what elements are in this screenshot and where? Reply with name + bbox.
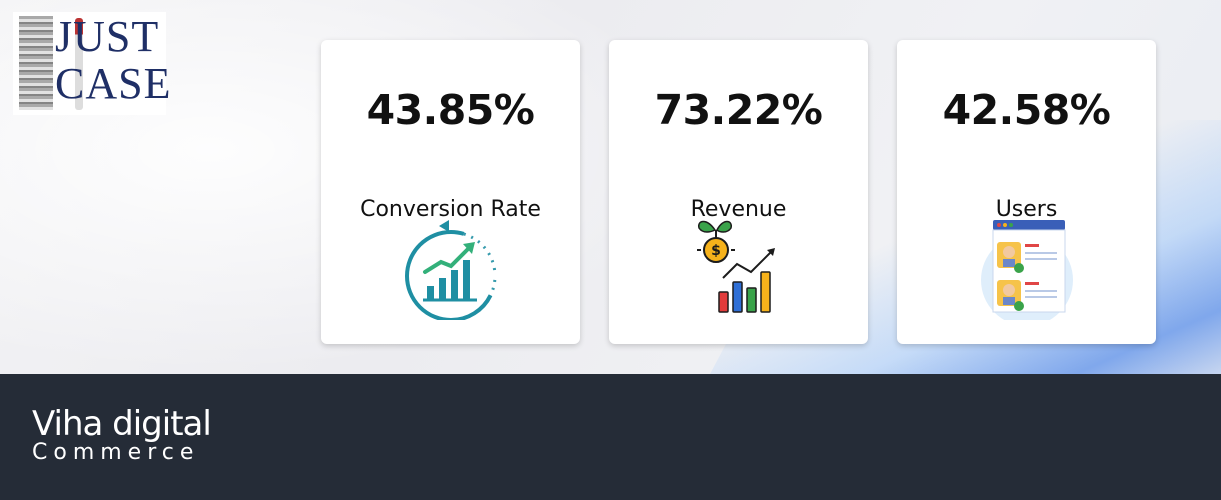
- viha-digital-commerce-logo: Viha digital Commerce: [32, 404, 212, 466]
- stat-card-conversion-rate: 43.85% Conversion Rate: [321, 40, 580, 344]
- logo-line-1: JUST: [55, 12, 160, 61]
- logo-graphic: [19, 16, 53, 110]
- logo-pen-graphic: [75, 18, 83, 110]
- stat-value: 42.58%: [942, 86, 1111, 134]
- revenue-plant-chart-icon: $: [697, 220, 775, 313]
- brand-line-2: Commerce: [32, 440, 200, 465]
- just-case-logo: JUST CASE: [13, 12, 170, 115]
- stat-card-users: 42.58% Users: [897, 40, 1156, 344]
- stat-value: 73.22%: [654, 86, 823, 134]
- stat-label: Revenue: [690, 197, 787, 222]
- stat-label: Conversion Rate: [360, 197, 541, 222]
- stat-label: Users: [995, 197, 1058, 222]
- svg-text:$: $: [711, 243, 721, 259]
- brand-line-1: Viha digital: [32, 404, 212, 444]
- stat-value: 43.85%: [366, 86, 535, 134]
- logo-line-2: CASE: [55, 59, 172, 108]
- user-profiles-icon: [981, 220, 1073, 320]
- growth-chart-icon: [405, 220, 497, 320]
- stat-card-revenue: 73.22% Revenue $: [609, 40, 868, 344]
